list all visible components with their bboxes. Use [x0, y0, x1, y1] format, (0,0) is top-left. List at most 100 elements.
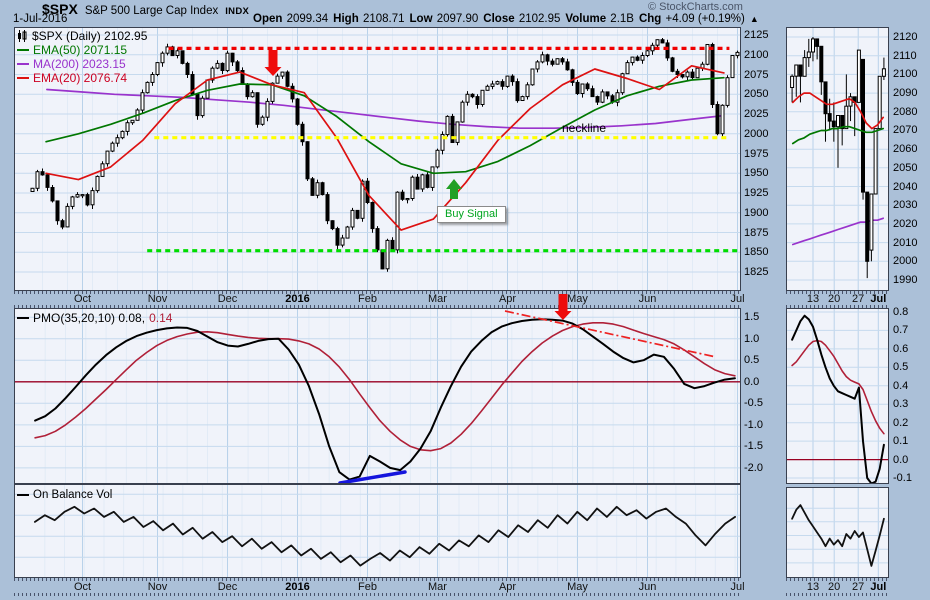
mini-price-y-tick-label: 2110 — [893, 49, 917, 62]
price-legend: $SPX (Daily) 2102.95 EMA(50) 2071.15 MA(… — [17, 29, 147, 85]
pmo-y-tick-label: 0.0 — [744, 375, 760, 388]
obv-legend: On Balance Vol — [17, 488, 112, 502]
mini-week-label: 20 — [828, 581, 841, 593]
price-y-tick-label: 2125 — [744, 29, 769, 41]
ma200-legend-label: MA(200) 2023.15 — [33, 57, 126, 71]
buy-signal-callout: Buy Signal — [437, 206, 506, 223]
mini-price-panel — [786, 27, 889, 291]
chart-header: $SPX S&P 500 Large Cap Index INDX — [42, 1, 249, 17]
pmo-y-tick-label: -2.0 — [744, 461, 763, 474]
pmo-y-tick-label: -1.5 — [744, 440, 763, 453]
mini-price-y-tick-label: 2020 — [893, 217, 918, 230]
mini-week-label: 20 — [828, 293, 841, 305]
ema50-line-icon — [17, 49, 29, 51]
high-value: 2108.71 — [362, 13, 405, 25]
mini-week-label: 27 — [852, 581, 865, 593]
ema20-legend-label: EMA(20) 2076.74 — [33, 71, 128, 85]
volume-label: Volume — [565, 13, 607, 25]
month-label: Jul — [730, 581, 745, 593]
symbol-name: S&P 500 Large Cap Index — [84, 5, 219, 17]
price-y-tick-label: 1875 — [744, 226, 769, 239]
mini-price-y-tick-label: 2000 — [893, 255, 918, 268]
month-label: Oct — [73, 293, 92, 305]
mini-price-y-tick-label: 2070 — [893, 124, 918, 137]
month-label: Jun — [638, 293, 657, 305]
ema50-legend-label: EMA(50) 2071.15 — [33, 43, 128, 57]
pmo-y-tick-label: 0.5 — [744, 354, 760, 367]
stockcharts-watermark: © StockCharts.com — [648, 1, 743, 13]
month-label: Apr — [498, 293, 517, 305]
volume-value: 2.1B — [610, 13, 634, 25]
close-value: 2102.95 — [518, 13, 561, 25]
price-y-tick-label: 1925 — [744, 187, 769, 199]
price-panel — [14, 27, 741, 291]
price-y-tick-label: 2100 — [744, 48, 769, 61]
ma200-line-icon — [17, 63, 29, 65]
price-y-tick-label: 1950 — [744, 167, 769, 180]
pmo-line-icon — [17, 317, 29, 319]
exchange-tag: INDX — [225, 6, 250, 17]
mini-price-y-tick-label: 2080 — [893, 105, 918, 118]
month-label: May — [567, 581, 588, 593]
pmo-y-tick-label: 1.0 — [744, 332, 760, 345]
month-label: Oct — [73, 581, 92, 593]
time-axis-strip — [14, 291, 741, 308]
mini-price-y-tick-label: 2120 — [893, 31, 918, 43]
month-label: 2016 — [285, 581, 310, 593]
pmo-signal-value: 0.14 — [149, 311, 173, 325]
mini-pmo-y-tick-label: 0.3 — [893, 398, 909, 411]
open-value: 2099.34 — [286, 13, 329, 25]
mini-pmo-y-tick-label: 0.8 — [893, 306, 909, 318]
mini-pmo-y-tick-label: 0.2 — [893, 416, 909, 429]
mini-pmo-y-tick-label: 0.7 — [893, 324, 909, 337]
pmo-legend-label: PMO(35,20,10) 0.08, — [33, 311, 146, 325]
pmo-legend: PMO(35,20,10) 0.08, 0.14 — [17, 311, 172, 325]
chart-date: 1-Jul-2016 — [13, 13, 68, 25]
mini-price-y-tick-label: 2100 — [893, 68, 918, 81]
pmo-y-tick-label: -0.5 — [744, 397, 763, 410]
month-label: Nov — [147, 293, 168, 305]
mini-week-label: 27 — [852, 293, 865, 305]
mini-pmo-y-tick-label: 0.4 — [893, 379, 909, 392]
low-label: Low — [409, 13, 433, 25]
mini-week-label: 13 — [806, 581, 820, 593]
mini-pmo-y-tick-label: 0.5 — [893, 361, 909, 374]
month-label: Feb — [358, 293, 377, 305]
month-label: Feb — [358, 581, 377, 593]
price-y-tick-label: 2025 — [744, 108, 769, 120]
mini-pmo-y-tick-label: 0.1 — [893, 435, 909, 448]
close-label: Close — [483, 13, 515, 25]
time-axis-strip — [786, 578, 889, 596]
chg-up-triangle-icon: ▲ — [749, 14, 759, 24]
price-y-tick-label: 2000 — [744, 127, 769, 140]
ema20-line-icon — [17, 77, 29, 79]
mini-price-y-tick-label: 1990 — [893, 274, 918, 286]
time-axis-strip — [786, 291, 889, 308]
month-label: Jul — [730, 293, 745, 305]
price-y-tick-label: 2075 — [744, 68, 769, 81]
mini-obv-panel — [786, 487, 889, 578]
month-label: May — [567, 293, 588, 305]
quote-bar: Open 2099.34 High 2108.71 Low 2097.90 Cl… — [253, 13, 759, 25]
price-y-tick-label: 1900 — [744, 206, 769, 219]
price-legend-label: $SPX (Daily) 2102.95 — [32, 29, 148, 43]
month-label: Nov — [147, 581, 168, 593]
mini-price-y-tick-label: 2050 — [893, 161, 918, 174]
mini-pmo-y-tick-label: -0.1 — [893, 472, 912, 484]
obv-legend-label: On Balance Vol — [33, 489, 113, 501]
mini-pmo-y-tick-label: 0.0 — [893, 453, 909, 466]
month-label: Apr — [498, 581, 517, 593]
neckline-annotation: neckline — [562, 121, 607, 135]
price-y-tick-label: 1825 — [744, 266, 769, 278]
mini-pmo-panel — [786, 308, 889, 484]
mini-price-y-tick-label: 2010 — [893, 236, 918, 249]
month-label: Mar — [428, 293, 447, 305]
obv-line-icon — [17, 494, 29, 496]
month-label: Jun — [638, 581, 657, 593]
mini-week-label: Jul — [870, 293, 887, 305]
mini-pmo-y-tick-label: 0.6 — [893, 342, 909, 355]
mini-price-y-tick-label: 2060 — [893, 143, 918, 156]
price-y-tick-label: 1975 — [744, 147, 769, 160]
price-y-tick-label: 1850 — [744, 246, 769, 259]
month-label: Mar — [428, 581, 447, 593]
